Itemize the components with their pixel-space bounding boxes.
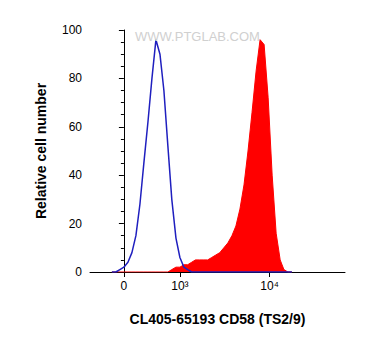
svg-text:CL405-65193 CD58 (TS2/9): CL405-65193 CD58 (TS2/9) (130, 311, 306, 327)
svg-text:40: 40 (69, 168, 83, 182)
svg-text:80: 80 (69, 71, 83, 85)
svg-text:20: 20 (69, 217, 83, 231)
svg-text:10⁴: 10⁴ (260, 279, 279, 293)
svg-text:60: 60 (69, 120, 83, 134)
svg-text:Relative cell number: Relative cell number (33, 82, 49, 219)
svg-text:0: 0 (121, 279, 128, 293)
svg-text:10³: 10³ (171, 279, 188, 293)
svg-text:100: 100 (62, 23, 82, 37)
svg-text:0: 0 (75, 265, 82, 279)
svg-text:WWW.PTGLAB.COM: WWW.PTGLAB.COM (135, 29, 260, 44)
